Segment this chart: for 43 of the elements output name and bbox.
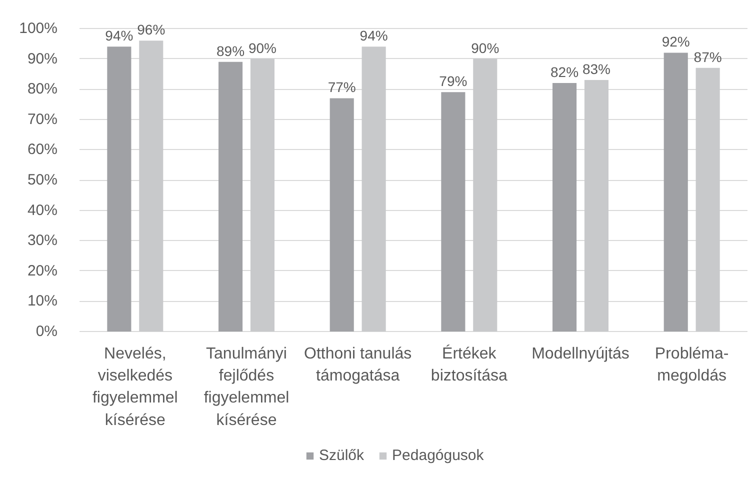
data-label: 92%	[662, 34, 690, 50]
data-label: 90%	[248, 40, 276, 56]
bar	[552, 83, 577, 332]
y-tick-label: 90%	[27, 50, 58, 68]
y-tick-label: 100%	[19, 20, 58, 37]
legend-label: Szülők	[319, 447, 364, 464]
data-label: 90%	[471, 40, 500, 56]
y-tick-label: 50%	[27, 172, 58, 188]
x-tick-label: Modellnyújtás	[532, 346, 630, 362]
data-label: 94%	[105, 28, 134, 44]
legend-label: Pedagógusok	[392, 447, 484, 464]
data-label: 77%	[328, 79, 356, 96]
x-tick-label: Nevelés, viselkedés figyelemmel kísérése	[92, 346, 178, 429]
y-tick-label: 80%	[27, 80, 58, 98]
y-tick-label: 10%	[27, 292, 58, 310]
bar	[664, 52, 688, 332]
data-label: 96%	[137, 22, 166, 38]
data-label: 87%	[694, 48, 722, 65]
bar	[362, 46, 386, 332]
y-tick-label: 20%	[27, 262, 58, 280]
bar	[696, 68, 720, 332]
bar	[139, 40, 164, 332]
y-tick-label: 30%	[27, 232, 58, 250]
y-tick-label: 60%	[27, 141, 58, 158]
data-label: 89%	[216, 42, 245, 59]
x-tick-label: Értékek biztosítása	[430, 344, 508, 385]
data-label: 83%	[582, 61, 610, 78]
x-tick-label: Otthoni tanulás támogatása	[304, 346, 412, 385]
y-tick-label: 40%	[27, 202, 58, 219]
bar	[107, 46, 132, 332]
bar	[584, 80, 608, 332]
data-label: 94%	[360, 28, 388, 44]
bar	[441, 92, 466, 332]
x-tick-label: Probléma-megoldás	[654, 346, 729, 385]
data-label: 79%	[439, 73, 468, 90]
bar	[330, 98, 354, 332]
y-tick-label: 70%	[27, 110, 58, 128]
bar	[218, 62, 243, 332]
bar	[250, 58, 274, 332]
x-tick-label: Tanulmányi fejlődés figyelemmel kísérése	[204, 346, 290, 429]
bar	[473, 58, 498, 332]
y-tick-label: 0%	[36, 323, 58, 340]
data-label: 82%	[550, 64, 579, 80]
